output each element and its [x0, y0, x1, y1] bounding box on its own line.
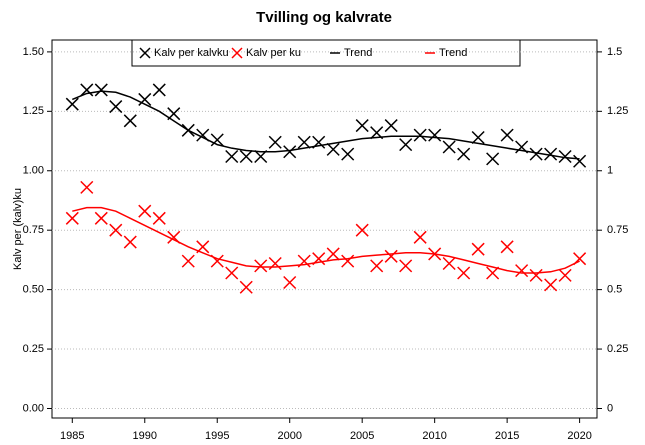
data-point: [80, 83, 94, 97]
data-point: [355, 119, 369, 133]
data-point: [529, 268, 543, 282]
y-axis-label: Kalv per (kalv)ku: [12, 188, 24, 270]
data-point: [500, 128, 514, 142]
data-point: [384, 119, 398, 133]
data-point: [515, 264, 529, 278]
data-point: [355, 223, 369, 237]
data-point: [65, 211, 79, 225]
y2-tick-label: 1.5: [607, 46, 622, 58]
data-point: [544, 278, 558, 292]
data-point: [413, 230, 427, 244]
data-point: [544, 147, 558, 161]
chart-title: Tvilling og kalvrate: [256, 9, 392, 26]
data-point: [573, 154, 587, 168]
data-point: [152, 211, 166, 225]
data-point: [529, 147, 543, 161]
data-point: [457, 266, 471, 280]
data-point: [138, 92, 152, 106]
data-point: [109, 223, 123, 237]
data-point: [181, 254, 195, 268]
legend-label: Trend: [344, 47, 372, 59]
data-point: [341, 147, 355, 161]
data-point: [326, 247, 340, 261]
y-tick-label: 0.50: [23, 284, 44, 296]
y-tick-label: 1.25: [23, 105, 44, 117]
data-point: [254, 259, 268, 273]
x-tick-label: 2005: [350, 430, 374, 440]
y2-tick-label: 1.25: [607, 105, 628, 117]
data-point: [486, 266, 500, 280]
data-point: [254, 149, 268, 164]
data-point: [123, 114, 137, 128]
data-point: [239, 149, 253, 164]
data-point: [225, 149, 239, 164]
legend-label: Trend: [439, 47, 467, 59]
data-point: [500, 240, 514, 254]
data-point: [486, 152, 500, 166]
x-tick-label: 1985: [60, 430, 84, 440]
y-tick-label: 1.00: [23, 165, 44, 177]
data-point: [558, 268, 572, 282]
plot-frame: [51, 39, 598, 419]
y2-tick-label: 0.75: [607, 224, 628, 236]
y-tick-label: 0.00: [23, 402, 44, 414]
y-tick-label: 1.50: [23, 46, 44, 58]
legend-label: Kalv per kalvku: [154, 47, 229, 59]
data-point: [457, 147, 471, 161]
x-tick-label: 1995: [205, 430, 229, 440]
data-point: [210, 133, 224, 147]
y2-tick-label: 1: [607, 165, 613, 177]
data-point: [399, 259, 413, 273]
data-point: [94, 211, 108, 225]
data-point: [326, 142, 340, 156]
data-point: [94, 83, 108, 97]
data-point: [138, 204, 152, 218]
data-point: [80, 180, 94, 194]
data-point: [225, 266, 239, 280]
y-tick-label: 0.75: [23, 224, 44, 236]
legend-label: Kalv per ku: [246, 47, 301, 59]
data-point: [370, 259, 384, 273]
data-point: [442, 140, 456, 154]
legend-symbol: [231, 47, 243, 59]
x-tick-label: 2010: [422, 430, 446, 440]
y2-tick-label: 0.25: [607, 343, 628, 355]
data-point: [123, 235, 137, 249]
trend-line: [72, 206, 580, 274]
data-point: [152, 83, 166, 97]
data-point: [283, 275, 297, 290]
data-point: [65, 97, 79, 111]
data-point: [268, 135, 282, 149]
legend-symbol: [139, 47, 151, 59]
data-point: [413, 128, 427, 142]
y-tick-label: 0.25: [23, 343, 44, 355]
data-point: [428, 128, 442, 142]
data-point: [399, 138, 413, 152]
y2-tick-label: 0.5: [607, 284, 622, 296]
data-point: [239, 280, 253, 294]
data-point: [558, 149, 572, 164]
data-point: [471, 242, 485, 256]
data-point: [384, 249, 398, 263]
data-point: [109, 100, 123, 114]
data-point: [341, 254, 355, 268]
x-tick-label: 2015: [495, 430, 519, 440]
data-point: [442, 256, 456, 271]
data-point: [297, 135, 311, 149]
x-tick-label: 2000: [277, 430, 301, 440]
x-tick-label: 1990: [133, 430, 157, 440]
data-point: [471, 130, 485, 145]
data-point: [283, 145, 297, 159]
trend-line: [72, 90, 580, 160]
y2-tick-label: 0: [607, 402, 613, 414]
legend-box: [131, 39, 521, 67]
x-tick-label: 2020: [567, 430, 591, 440]
